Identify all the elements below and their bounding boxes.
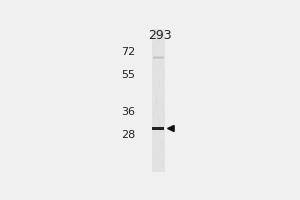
Bar	[153, 56, 164, 57]
Text: 293: 293	[148, 29, 171, 42]
Text: 36: 36	[121, 107, 135, 117]
Bar	[153, 58, 164, 59]
Text: 55: 55	[121, 70, 135, 80]
Bar	[152, 29, 165, 172]
Text: 72: 72	[121, 47, 135, 57]
Polygon shape	[168, 125, 174, 132]
Bar	[152, 127, 164, 130]
Bar	[153, 57, 164, 58]
Text: 28: 28	[121, 130, 135, 140]
